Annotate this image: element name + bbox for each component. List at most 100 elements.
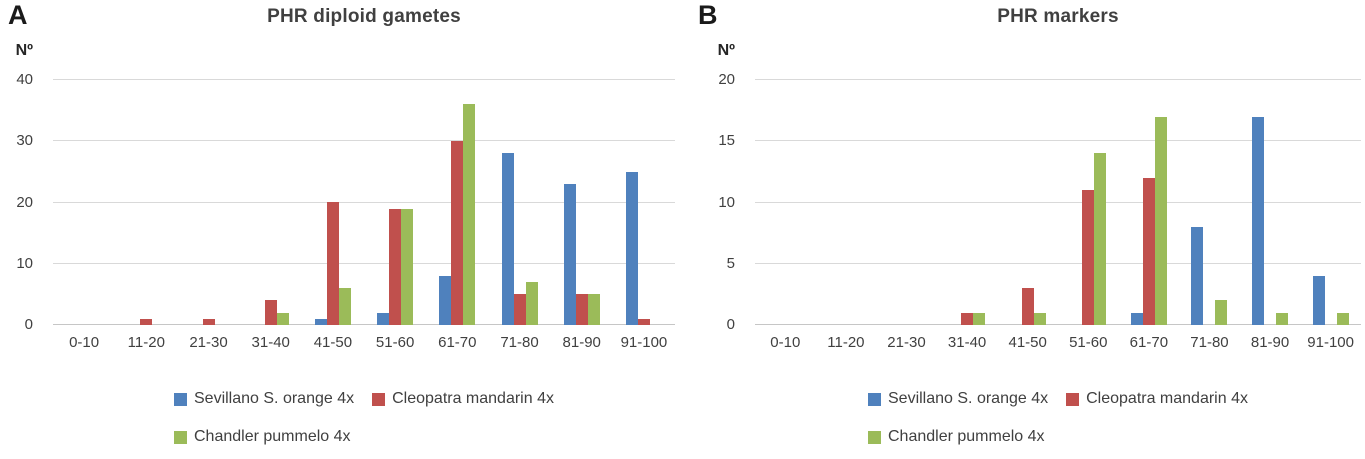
x-tick-label: 51-60: [1069, 334, 1108, 351]
legend-swatch-sevillano-icon: [174, 392, 187, 406]
bar-group-71-80: [1179, 80, 1240, 325]
bar-group-11-20: [115, 80, 177, 325]
x-tick-label: 41-50: [313, 334, 353, 351]
x-tick-label: 11-20: [827, 334, 865, 351]
panel-b-letter: B: [698, 0, 718, 30]
legend-inner: Sevillano S. orange 4x Cleopatra mandari…: [868, 390, 1248, 446]
x-tick-label: 81-90: [562, 334, 601, 351]
y-tick-label: 40: [16, 71, 33, 88]
y-tick-label: 20: [718, 71, 735, 88]
gridline: [53, 201, 675, 203]
bar-series-1: [961, 313, 974, 325]
bar-group-81-90: [1240, 80, 1301, 325]
x-tick-label: 31-40: [251, 334, 290, 351]
x-tick-label: 61-70: [1129, 334, 1169, 351]
bar-group-81-90: [551, 80, 613, 325]
panel-b: B PHR markers Nº 0 5 10 15 20 0-10 11-20 21-30…: [690, 0, 1365, 459]
legend-item-cleopatra: Cleopatra mandarin 4x: [1066, 390, 1248, 408]
bar-group-61-70: [426, 80, 488, 325]
chart-a-title-wrap: PHR diploid gametes: [53, 6, 675, 28]
y-tick-label: 5: [726, 254, 735, 272]
bar-series-2: [1033, 313, 1046, 325]
chart-a-y-axis-label: Nº: [15, 42, 33, 59]
x-tick-label: 0-10: [69, 334, 100, 351]
chart-b-title-wrap: PHR markers: [755, 6, 1361, 28]
bar-series-0: [314, 319, 327, 325]
legend-item-sevillano: Sevillano S. orange 4x: [868, 390, 1048, 408]
bar-group-51-60: [364, 80, 426, 325]
bar-series-2: [276, 313, 289, 325]
bar-series-2: [1215, 300, 1228, 325]
legend-row-1: Sevillano S. orange 4x Cleopatra mandari…: [868, 390, 1248, 408]
x-tick-label: 61-70: [438, 334, 477, 351]
y-tick-label: 10: [718, 193, 735, 211]
legend-swatch-chandler-icon: [174, 430, 187, 444]
legend-row-2: Chandler pummelo 4x: [868, 428, 1045, 446]
legend-inner: Sevillano S. orange 4x Cleopatra mandari…: [174, 390, 554, 446]
gridline: [53, 79, 675, 80]
bar-group-0-10: [755, 80, 816, 325]
legend-label-chandler: Chandler pummelo 4x: [194, 428, 351, 445]
legend-label-cleopatra: Cleopatra mandarin 4x: [1086, 390, 1248, 407]
gridline: [53, 140, 675, 142]
x-axis-line: [53, 324, 675, 325]
bar-group-51-60: [1058, 80, 1119, 325]
bar-series-2: [973, 313, 986, 325]
legend-swatch-sevillano-icon: [868, 392, 881, 406]
x-axis-ticks: 0-10 11-20 21-30 31-40 41-50 51-60 61-70 71-80 8…: [53, 334, 675, 351]
legend-label-sevillano: Sevillano S. orange 4x: [888, 390, 1049, 407]
x-tick-label: 71-80: [500, 334, 539, 351]
bar-group-91-100: [613, 80, 675, 325]
legend: Sevillano S. orange 4x Cleopatra mandari…: [53, 390, 675, 446]
plot-area: [755, 79, 1361, 325]
plot-area: [53, 79, 675, 325]
bar-series-2: [587, 294, 600, 325]
panel-a-letter: A: [8, 0, 28, 30]
bar-series-1: [513, 294, 526, 325]
bar-series-1: [1142, 178, 1155, 325]
legend-item-cleopatra: Cleopatra mandarin 4x: [372, 390, 554, 408]
y-tick-label: 30: [16, 132, 33, 150]
x-tick-label: 21-30: [887, 334, 926, 351]
gridline: [53, 262, 675, 264]
bar-group-0-10: [53, 80, 115, 325]
bar-series-1: [140, 319, 153, 325]
chart-a-title: PHR diploid gametes: [267, 6, 461, 27]
chart-b-title: PHR markers: [997, 6, 1119, 27]
bar-series-0: [625, 172, 638, 325]
x-axis-ticks: 0-10 11-20 21-30 31-40 41-50 51-60 61-70 71-80 8…: [755, 334, 1361, 351]
legend-row-1: Sevillano S. orange 4x Cleopatra mandari…: [174, 390, 554, 408]
bar-series-1: [451, 141, 464, 325]
x-tick-label: 41-50: [1008, 334, 1047, 351]
panel-a: A PHR diploid gametes Nº 0 10 20 30 40 0-10 1…: [0, 0, 675, 446]
x-tick-label: 91-100: [1307, 334, 1354, 351]
bar-series-2: [1276, 313, 1289, 325]
x-tick-label: 51-60: [375, 334, 415, 351]
bar-groups: [755, 80, 1361, 325]
x-tick-label: 81-90: [1250, 334, 1290, 351]
bar-series-0: [377, 313, 390, 325]
bar-series-0: [439, 276, 452, 325]
bar-group-41-50: [997, 80, 1058, 325]
bar-series-1: [1082, 190, 1095, 325]
bar-series-1: [575, 294, 588, 325]
bar-series-2: [338, 288, 351, 325]
bar-series-1: [326, 202, 339, 325]
y-tick-label: 15: [718, 132, 735, 150]
bar-group-31-40: [937, 80, 998, 325]
bar-group-11-20: [816, 80, 877, 325]
bar-series-0: [1191, 227, 1204, 325]
bar-series-0: [1252, 117, 1265, 325]
y-tick-label: 0: [726, 316, 735, 333]
legend: Sevillano S. orange 4x Cleopatra mandari…: [755, 390, 1361, 446]
x-axis-line: [755, 324, 1361, 325]
bar-series-2: [525, 282, 538, 325]
legend-swatch-chandler-icon: [868, 430, 881, 444]
y-tick-label: 20: [16, 193, 33, 211]
bar-series-1: [1021, 288, 1034, 325]
y-tick-label: 10: [16, 254, 33, 272]
y-axis-ticks: 0 10 20 30 40: [0, 71, 33, 333]
bar-group-21-30: [177, 80, 239, 325]
chart-b-y-axis-label: Nº: [717, 42, 735, 59]
